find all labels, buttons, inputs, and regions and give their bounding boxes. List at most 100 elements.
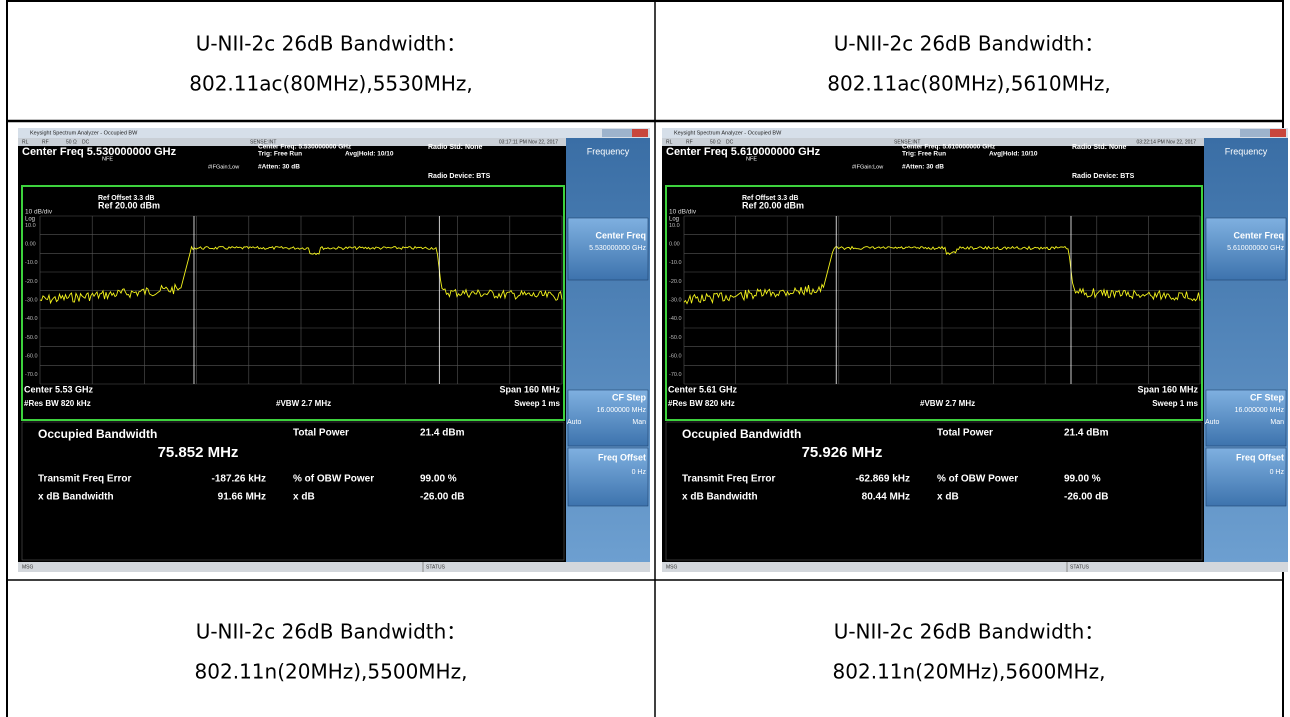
screen-text: Transmit Freq Error xyxy=(682,474,775,485)
screen-text: Sweep 1 ms xyxy=(514,399,560,408)
screen-text: CF Step xyxy=(612,392,647,402)
screen-text: 0 Hz xyxy=(1270,469,1285,476)
screen-text: #Atten: 30 dB xyxy=(902,164,944,171)
screen-text: Transmit Freq Error xyxy=(38,474,131,485)
screen-text: Frequency xyxy=(1225,146,1268,156)
screen-text: Avg|Hold: 10/10 xyxy=(345,151,394,158)
screen-text: 21.4 dBm xyxy=(1064,428,1109,439)
screen-text: % of OBW Power xyxy=(937,474,1018,485)
close-button xyxy=(632,129,648,137)
cell-heading: 802.11n(20MHz),5500MHz, xyxy=(195,660,468,684)
screen-text: 80.44 MHz xyxy=(862,492,910,503)
y-axis-label: 0.00 xyxy=(669,241,680,247)
status-row-text: DC xyxy=(726,139,734,145)
softkey xyxy=(567,217,649,281)
screen-text: Center Freq xyxy=(595,230,646,240)
screen-text: Log xyxy=(669,217,679,223)
screen-text: 10 dB/div xyxy=(25,209,53,216)
title-bar xyxy=(662,128,1288,138)
y-axis-label: -70.0 xyxy=(25,372,38,378)
softkey xyxy=(1205,447,1287,507)
screen-text: Ref 20.00 dBm xyxy=(742,200,804,210)
y-axis-label: -30.0 xyxy=(669,297,682,303)
status-bar xyxy=(18,562,650,572)
screen-text: Center Freq: 5.530000000 GHz xyxy=(258,144,352,151)
analyzer-screenshot: Keysight Spectrum Analyzer - Occupied BW… xyxy=(662,128,1288,572)
screen-text: Frequency xyxy=(587,146,630,156)
screen-text: -187.26 kHz xyxy=(212,474,266,485)
title-bar xyxy=(18,128,650,138)
screen-text: Auto xyxy=(567,419,582,426)
softkey xyxy=(1205,389,1287,447)
screen-text: #VBW 2.7 MHz xyxy=(920,399,975,408)
screen-text: 99.00 % xyxy=(1064,474,1101,485)
softkey xyxy=(567,447,649,507)
screen-text: x dB xyxy=(937,492,959,503)
screen-text: #Res BW 820 kHz xyxy=(668,399,735,408)
status-row-text: DC xyxy=(82,139,90,145)
y-axis-label: 0.00 xyxy=(25,241,36,247)
y-axis-label: -50.0 xyxy=(669,335,682,341)
title-bar-text: Keysight Spectrum Analyzer - Occupied BW xyxy=(30,130,138,136)
status-row-text: 50 Ω xyxy=(66,139,77,145)
y-axis-label: -60.0 xyxy=(25,353,38,359)
screen-text: Ref Offset 3.3 dB xyxy=(742,195,798,202)
screen-text: Radio Std: None xyxy=(428,144,483,151)
cell-heading: U-NII-2c 26dB Bandwidth： xyxy=(196,32,467,56)
screen-text: 5.610000000 GHz xyxy=(1227,245,1284,252)
screen-text: -26.00 dB xyxy=(420,492,464,503)
screen-text: CF Step xyxy=(1250,392,1285,402)
header-panel xyxy=(662,146,1204,184)
softkey xyxy=(567,389,649,447)
screen-text: x dB Bandwidth xyxy=(38,492,114,503)
screen-text: STATUS xyxy=(1070,564,1090,570)
screen-text: Ref Offset 3.3 dB xyxy=(98,195,154,202)
screen-text: Occupied Bandwidth xyxy=(682,427,801,441)
status-row-text: RF xyxy=(686,139,693,145)
y-axis-label: -10.0 xyxy=(669,260,682,266)
screen-text: #Res BW 820 kHz xyxy=(24,399,91,408)
screen-text: Center Freq xyxy=(1233,230,1284,240)
screen-text: x dB xyxy=(293,492,315,503)
screen-text: Center Freq 5.530000000 GHz xyxy=(22,146,177,158)
header-panel xyxy=(18,146,566,184)
screen-text: Center Freq: 5.610000000 GHz xyxy=(902,144,996,151)
screen-text: Trig: Free Run xyxy=(258,151,302,158)
y-axis-label: -40.0 xyxy=(25,316,38,322)
screen-text: Radio Device: BTS xyxy=(428,173,491,180)
status-row-text: 50 Ω xyxy=(710,139,721,145)
screen-text: NFE xyxy=(746,156,757,162)
screen-text: 16.000000 MHz xyxy=(597,407,647,414)
screen-text: #IFGain:Low xyxy=(208,164,239,170)
screen-text: Trig: Free Run xyxy=(902,151,946,158)
softkey xyxy=(1205,217,1287,281)
y-axis-label: -50.0 xyxy=(25,335,38,341)
analyzer-screenshot: Keysight Spectrum Analyzer - Occupied BW… xyxy=(18,128,650,572)
screen-text: MSG xyxy=(22,564,34,570)
y-axis-label: -20.0 xyxy=(669,279,682,285)
y-axis-label: -70.0 xyxy=(669,372,682,378)
cell-heading: 802.11n(20MHz),5600MHz, xyxy=(833,660,1106,684)
screen-text: Ref 20.00 dBm xyxy=(98,200,160,210)
screen-text: Auto xyxy=(1205,419,1220,426)
window-controls xyxy=(1240,129,1286,137)
screen-text: 5.530000000 GHz xyxy=(589,245,646,252)
screen-text: % of OBW Power xyxy=(293,474,374,485)
screen-text: 75.852 MHz xyxy=(158,444,239,461)
status-row-text: RL xyxy=(22,139,29,145)
screen-text: #VBW 2.7 MHz xyxy=(276,399,331,408)
y-axis-label: -40.0 xyxy=(669,316,682,322)
screen-text: Occupied Bandwidth xyxy=(38,427,157,441)
measurement-panel xyxy=(21,421,565,561)
graph-border xyxy=(21,185,565,421)
status-row-text: SENSE:INT xyxy=(250,139,276,145)
cell-heading: U-NII-2c 26dB Bandwidth： xyxy=(834,620,1105,644)
screen-text: x dB Bandwidth xyxy=(682,492,758,503)
y-axis-label: -60.0 xyxy=(669,353,682,359)
screen-text: STATUS xyxy=(426,564,446,570)
screen-text: Center Freq 5.610000000 GHz xyxy=(666,146,821,158)
screen-text: Freq Offset xyxy=(1236,452,1284,462)
screen-text: Center 5.53 GHz xyxy=(24,384,94,394)
screen-text: -62.869 kHz xyxy=(856,474,910,485)
